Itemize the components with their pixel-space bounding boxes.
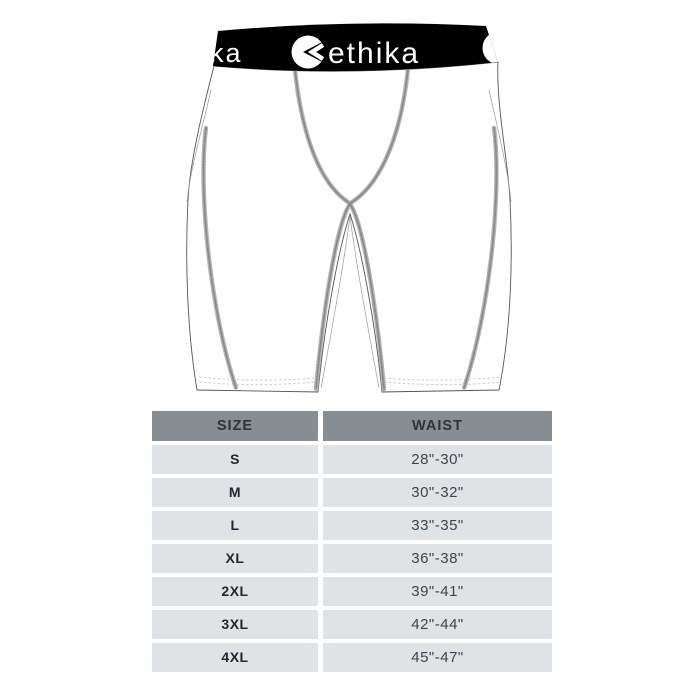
boxer-brief-drawing: ka ethika xyxy=(186,23,512,393)
ethika-logo-partial-icon xyxy=(482,31,498,65)
table-row: 2XL 39"-41" xyxy=(152,577,552,606)
table-row: S 28"-30" xyxy=(152,445,552,474)
waist-value: 45"-47" xyxy=(323,643,552,672)
size-value: 2XL xyxy=(152,577,318,606)
column-header-waist: WAIST xyxy=(323,411,552,441)
size-value: S xyxy=(152,445,318,474)
table-row: M 30"-32" xyxy=(152,478,552,507)
garment-body xyxy=(186,61,512,393)
table-row: 3XL 42"-44" xyxy=(152,610,552,639)
table-row: L 33"-35" xyxy=(152,511,552,540)
waistband xyxy=(213,23,498,72)
waistband-logo-partial-text: ka xyxy=(210,38,243,68)
waist-value: 39"-41" xyxy=(323,577,552,606)
size-value: XL xyxy=(152,544,318,573)
size-chart-table: SIZE WAIST S 28"-30" M 30"-32" L 33"-35"… xyxy=(152,411,552,676)
fly-seams xyxy=(292,65,411,392)
seam-edge-lines xyxy=(186,89,512,389)
table-row: XL 36"-38" xyxy=(152,544,552,573)
size-value: L xyxy=(152,511,318,540)
waist-value: 33"-35" xyxy=(323,511,552,540)
column-header-size: SIZE xyxy=(152,411,318,441)
waist-value: 36"-38" xyxy=(323,544,552,573)
waist-value: 28"-30" xyxy=(323,445,552,474)
waistband-logo-text: ethika xyxy=(328,37,420,70)
product-illustration: ka ethika xyxy=(150,10,550,402)
size-value: M xyxy=(152,478,318,507)
table-header: SIZE WAIST xyxy=(152,411,552,441)
waist-value: 30"-32" xyxy=(323,478,552,507)
table-body: S 28"-30" M 30"-32" L 33"-35" XL 36"-38"… xyxy=(152,445,552,672)
side-seams xyxy=(201,125,499,391)
size-value: 4XL xyxy=(152,643,318,672)
size-value: 3XL xyxy=(152,610,318,639)
waist-value: 42"-44" xyxy=(323,610,552,639)
hem-stitching xyxy=(198,376,502,386)
table-row: 4XL 45"-47" xyxy=(152,643,552,672)
ethika-logo-icon xyxy=(291,35,328,69)
